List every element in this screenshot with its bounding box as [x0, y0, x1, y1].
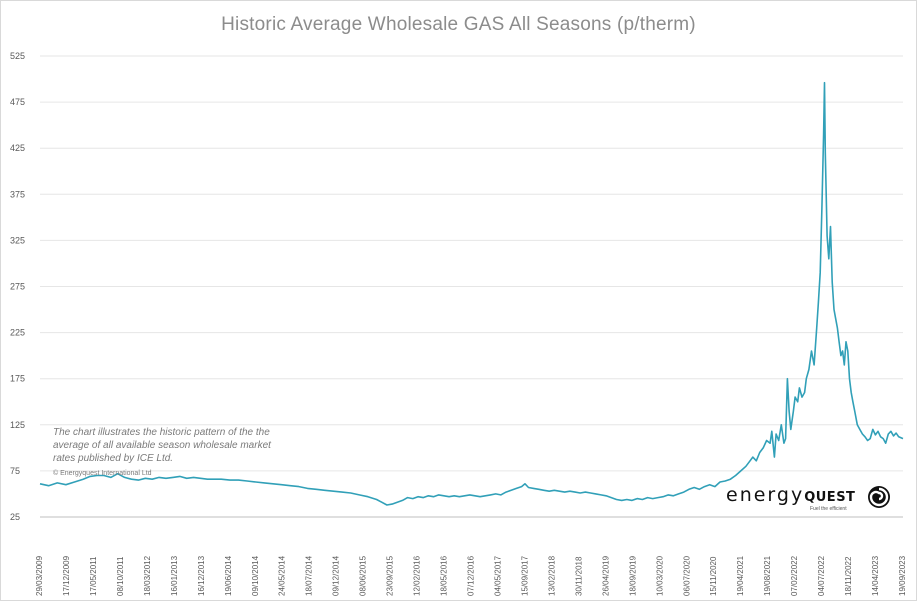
x-tick-label: 15/11/2020: [709, 556, 718, 596]
logo-word-bold: QUEST: [804, 490, 856, 505]
x-tick-label: 19/06/2014: [224, 555, 233, 596]
x-tick-label: 18/03/2012: [143, 555, 152, 596]
x-tick-label: 19/09/2023: [898, 555, 907, 596]
x-tick-label: 09/12/2014: [332, 555, 341, 596]
x-tick-label: 04/05/2017: [493, 555, 502, 596]
x-tick-label: 16/01/2013: [170, 555, 179, 596]
x-tick-label: 10/03/2020: [655, 555, 664, 596]
y-tick-label: 225: [10, 328, 25, 338]
y-tick-label: 125: [10, 420, 25, 430]
chart-note: The chart illustrates the historic patte…: [53, 426, 293, 480]
x-tick-label: 12/02/2016: [413, 555, 422, 596]
x-tick-label: 09/10/2014: [251, 555, 260, 596]
x-tick-label: 07/02/2022: [790, 555, 799, 596]
y-tick-label: 525: [10, 51, 25, 61]
x-tick-label: 14/04/2023: [871, 555, 880, 596]
x-tick-label: 19/08/2021: [763, 555, 772, 596]
x-tick-label: 18/11/2022: [844, 556, 853, 596]
x-axis-ticks: 29/03/2009 17/12/2009 17/05/2011 08/10/2011…: [35, 555, 907, 596]
x-tick-label: 08/06/2015: [359, 555, 368, 596]
x-tick-label: 23/09/2015: [386, 555, 395, 596]
grid-lines: [40, 55, 903, 472]
x-tick-label: 15/09/2017: [520, 555, 529, 596]
x-tick-label: 18/05/2016: [440, 555, 449, 596]
x-tick-label: 29/03/2009: [35, 555, 44, 596]
series-group: [39, 81, 904, 506]
x-tick-label: 30/11/2018: [574, 556, 583, 596]
series-line-0: [39, 81, 904, 506]
x-tick-label: 24/05/2014: [278, 555, 287, 596]
y-tick-label: 25: [10, 512, 20, 522]
x-tick-label: 26/04/2019: [601, 555, 610, 596]
x-tick-label: 16/12/2013: [197, 555, 206, 596]
chart-title: Historic Average Wholesale GAS All Seaso…: [221, 14, 696, 35]
x-tick-label: 04/07/2022: [817, 555, 826, 596]
y-tick-label: 375: [10, 189, 25, 199]
logo-wordmark: energyQUEST: [726, 484, 855, 506]
y-tick-label: 275: [10, 282, 25, 292]
logo-tagline: Fuel the efficient: [810, 506, 847, 512]
y-tick-label: 175: [10, 374, 25, 384]
y-tick-label: 425: [10, 143, 25, 153]
energyquest-logo: energyQUEST Fuel the efficient: [724, 484, 894, 514]
x-tick-label: 18/09/2019: [628, 555, 637, 596]
x-tick-label: 18/07/2014: [305, 555, 314, 596]
logo-word-regular: energy: [726, 484, 805, 506]
x-tick-label: 19/04/2021: [736, 555, 745, 596]
x-tick-label: 17/05/2011: [89, 556, 98, 596]
y-tick-label: 325: [10, 235, 25, 245]
swirl-logo-icon: [868, 486, 890, 508]
y-tick-label: 75: [10, 466, 20, 476]
x-tick-label: 08/10/2011: [116, 556, 125, 596]
x-tick-label: 06/07/2020: [682, 555, 691, 596]
y-axis-ticks: 25 75 125 175 225 275 325 375 425 475 525: [10, 51, 25, 522]
x-tick-label: 13/02/2018: [547, 555, 556, 596]
note-text: The chart illustrates the historic patte…: [53, 427, 271, 464]
x-tick-label: 17/12/2009: [62, 555, 71, 596]
x-tick-label: 07/12/2016: [467, 555, 476, 596]
note-copyright: © Energyquest International Ltd: [53, 470, 152, 477]
y-tick-label: 475: [10, 97, 25, 107]
